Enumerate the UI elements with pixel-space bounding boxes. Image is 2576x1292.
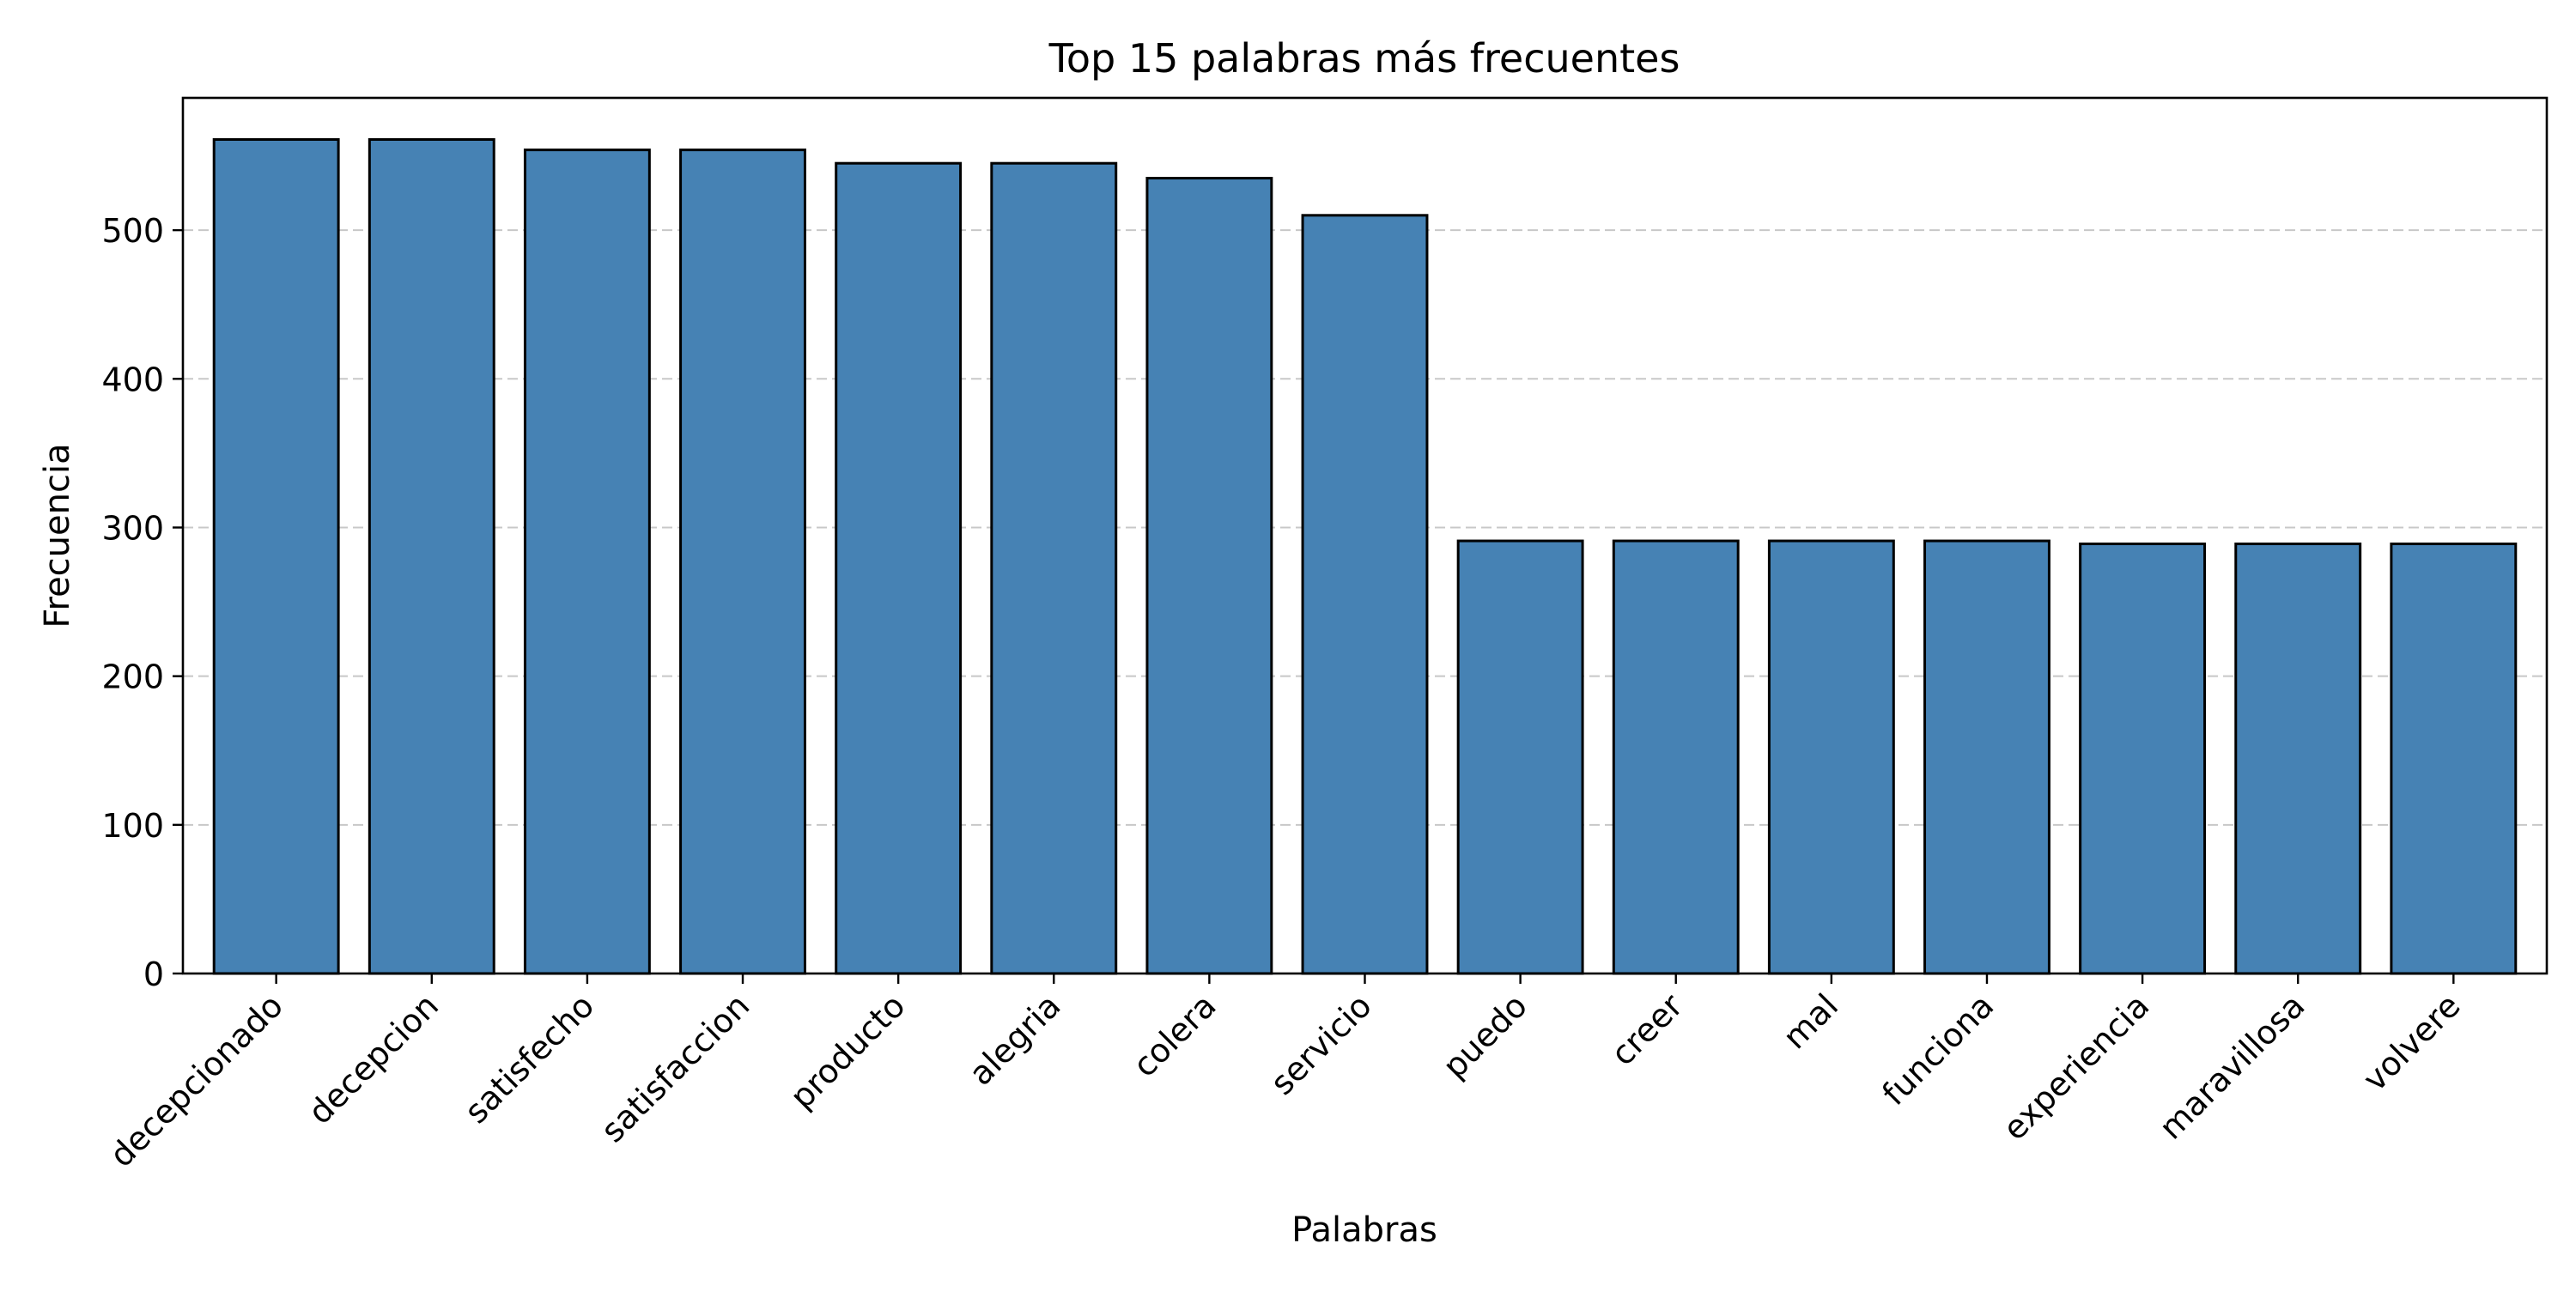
- x-tick-label: servicio: [1263, 986, 1379, 1102]
- x-tick-label: volvere: [2355, 986, 2467, 1098]
- y-axis-ticks: 0 100 200 300 400 500: [101, 212, 183, 993]
- chart-title: Top 15 palabras más frecuentes: [1048, 35, 1680, 82]
- bar-satisfecho: [523, 149, 651, 975]
- bar-creer: [1612, 539, 1740, 975]
- y-tick-label: 300: [101, 509, 164, 547]
- bar-funciona: [1923, 539, 2050, 975]
- y-tick-label: 200: [101, 658, 164, 696]
- x-tick-label: maravillosa: [2152, 986, 2312, 1146]
- y-tick-label: 400: [101, 361, 164, 398]
- x-tick-label: producto: [783, 986, 913, 1116]
- bar-decepcion: [368, 137, 495, 975]
- x-tick-label: colera: [1126, 986, 1224, 1084]
- x-tick-label: alegria: [962, 986, 1068, 1093]
- bar-satisfaccion: [679, 149, 806, 975]
- bar-colera: [1145, 177, 1273, 975]
- y-tick-label: 0: [143, 955, 164, 993]
- bar-decepcionado: [212, 137, 340, 975]
- x-tick-label: puedo: [1436, 986, 1534, 1085]
- x-tick-label: funciona: [1875, 986, 2002, 1113]
- y-tick-label: 100: [101, 807, 164, 845]
- bar-experiencia: [2079, 543, 2207, 975]
- bar-volvere: [2390, 543, 2518, 975]
- x-tick-label: mal: [1776, 986, 1845, 1056]
- x-tick-label: creer: [1604, 986, 1691, 1073]
- bar-servicio: [1301, 214, 1429, 975]
- x-axis-label: Palabras: [1291, 1210, 1437, 1250]
- bars: [212, 137, 2518, 975]
- x-axis-ticks: decepcionado decepcion satisfechosatisfacc…: [102, 974, 2468, 1174]
- bar-mal: [1767, 539, 1895, 975]
- x-tick-label: experiencia: [1996, 986, 2156, 1147]
- bar-puedo: [1456, 539, 1584, 975]
- bar-producto: [835, 161, 963, 975]
- x-tick-label: decepcionado: [102, 986, 290, 1174]
- bar-alegria: [990, 161, 1118, 975]
- x-tick-label: satisfaccion: [593, 986, 756, 1149]
- bar-maravillosa: [2234, 543, 2362, 975]
- x-tick-label: satisfecho: [457, 986, 601, 1131]
- y-axis-label: Frecuencia: [38, 443, 77, 628]
- x-tick-label: decepcion: [301, 986, 446, 1131]
- y-tick-label: 500: [101, 212, 164, 250]
